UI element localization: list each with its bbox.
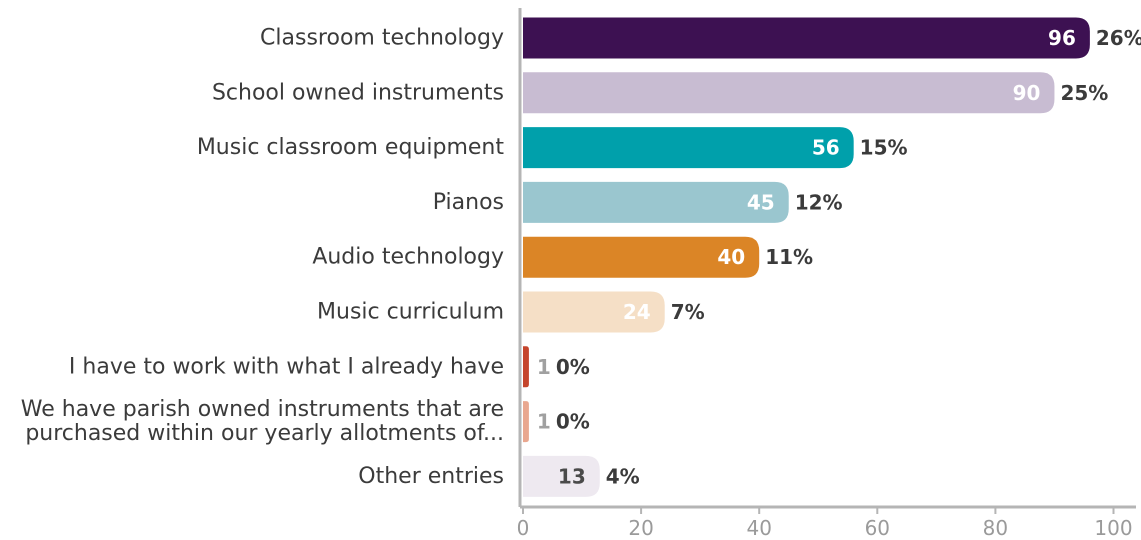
percent-label: 15%: [860, 136, 908, 160]
value-label: 1: [537, 355, 551, 379]
bar: [523, 236, 760, 278]
bars-layer: Classroom technology 96 26% School owned in…: [21, 17, 1141, 497]
category-label: Audio technology: [312, 245, 504, 270]
category-label: Other entries: [358, 464, 504, 489]
bar: [523, 291, 665, 333]
category-label: Classroom technology: [260, 26, 504, 51]
x-tick-label: 60: [865, 516, 890, 540]
bar: [523, 127, 854, 169]
x-tick-label: 100: [1094, 516, 1132, 540]
x-tick-label: 0: [517, 516, 530, 540]
category-label: purchased within our yearly allotments o…: [25, 421, 504, 446]
percent-label: 26%: [1096, 26, 1141, 50]
bar: [523, 346, 529, 388]
percent-label: 4%: [606, 464, 640, 488]
value-label: 13: [558, 464, 586, 488]
percent-label: 0%: [556, 410, 590, 434]
percent-label: 11%: [765, 245, 813, 269]
bar: [523, 72, 1055, 114]
category-label: Pianos: [433, 190, 504, 215]
value-label: 24: [623, 300, 651, 324]
x-tick-label: 40: [746, 516, 771, 540]
percent-label: 25%: [1060, 81, 1108, 105]
bar: [523, 455, 600, 497]
bar: [523, 17, 1090, 59]
category-label: Music classroom equipment: [197, 135, 505, 160]
value-label: 40: [717, 245, 745, 269]
x-axis-ticks: 0 20 40 60 80 100: [517, 507, 1133, 540]
value-label: 56: [812, 136, 840, 160]
value-label: 1: [537, 410, 551, 434]
percent-label: 12%: [795, 190, 843, 214]
value-label: 90: [1013, 81, 1041, 105]
value-label: 96: [1048, 26, 1076, 50]
value-label: 45: [747, 190, 775, 214]
x-tick-label: 80: [983, 516, 1008, 540]
category-label: We have parish owned instruments that ar…: [21, 397, 504, 422]
x-tick-label: 20: [628, 516, 653, 540]
category-label: School owned instruments: [212, 80, 504, 105]
bar: [523, 181, 789, 223]
category-label: I have to work with what I already have: [69, 354, 504, 379]
category-label: Music curriculum: [317, 300, 504, 325]
percent-label: 0%: [556, 355, 590, 379]
percent-label: 7%: [671, 300, 705, 324]
bar: [523, 401, 529, 443]
